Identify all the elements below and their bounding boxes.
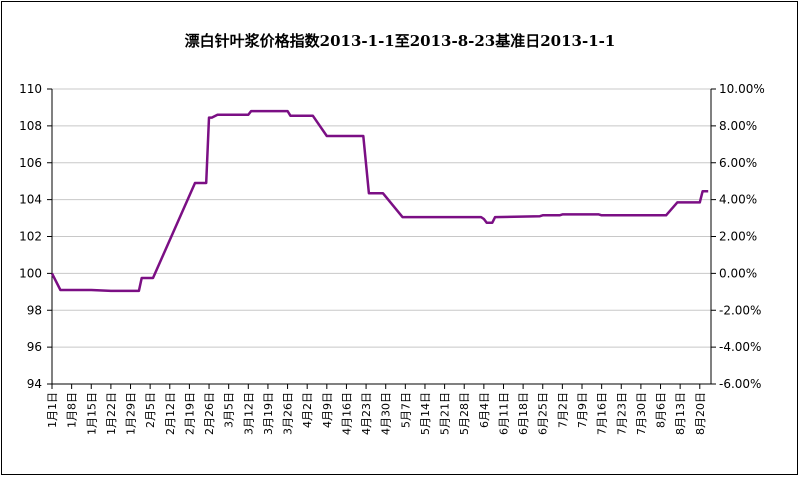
series-group bbox=[50, 109, 709, 293]
y2-tick-label: -4.00% bbox=[719, 340, 761, 354]
x-tick-label: 2月26日 bbox=[203, 392, 216, 435]
y-tick-label: 98 bbox=[27, 303, 42, 317]
y-tick-label: 96 bbox=[27, 340, 42, 354]
y-tick-label: 104 bbox=[19, 193, 42, 207]
x-tick-label: 1月1日 bbox=[46, 392, 59, 428]
y2-tick-label: -2.00% bbox=[719, 303, 761, 317]
x-tick-label: 7月23日 bbox=[615, 392, 628, 435]
x-tick-label: 4月9日 bbox=[321, 392, 334, 428]
y2-tick-label: 8.00% bbox=[719, 119, 757, 133]
y-tick-label: 100 bbox=[19, 266, 42, 280]
x-tick-label: 1月22日 bbox=[105, 392, 118, 435]
x-tick-label: 1月8日 bbox=[66, 392, 79, 428]
x-tick-label: 7月9日 bbox=[576, 392, 589, 428]
x-tick-label: 7月2日 bbox=[556, 392, 569, 428]
y-tick-label: 106 bbox=[19, 156, 42, 170]
x-tick-label: 8月20日 bbox=[694, 392, 707, 435]
x-tick-label: 3月5日 bbox=[223, 392, 236, 428]
x-tick-label: 5月21日 bbox=[439, 392, 452, 435]
y2-tick-label: 10.00% bbox=[719, 82, 765, 96]
y2-tick-label: 0.00% bbox=[719, 266, 757, 280]
x-tick-label: 7月30日 bbox=[635, 392, 648, 435]
x-tick-label: 1月29日 bbox=[125, 392, 138, 435]
y2-tick-label: 4.00% bbox=[719, 193, 757, 207]
x-tick-label: 5月28日 bbox=[458, 392, 471, 435]
x-tick-label: 6月4日 bbox=[478, 392, 491, 428]
x-tick-label: 3月26日 bbox=[282, 392, 295, 435]
y2-tick-label: -6.00% bbox=[719, 377, 761, 391]
x-tick-label: 6月18日 bbox=[517, 392, 530, 435]
x-tick-label: 2月12日 bbox=[164, 392, 177, 435]
gridlines bbox=[52, 88, 711, 348]
y-tick-label: 94 bbox=[27, 377, 42, 391]
chart-title: 漂白针叶浆价格指数2013-1-1至2013-8-23基准日2013-1-1 bbox=[184, 32, 616, 50]
series-line bbox=[50, 109, 709, 293]
x-axis-ticks: 1月1日 1月8日 1月15日 1月22日 1月29日 2月5日 2月12日 2月19日 2月2… bbox=[46, 384, 707, 435]
x-tick-label: 4月16日 bbox=[340, 392, 353, 435]
x-tick-label: 8月13日 bbox=[674, 392, 687, 435]
x-tick-label: 2月5日 bbox=[144, 392, 157, 428]
y2-tick-label: 6.00% bbox=[719, 156, 757, 170]
y-axis-ticks: 94 96 98 100 102 104 106 108 110 bbox=[19, 82, 52, 391]
x-tick-label: 6月11日 bbox=[497, 392, 510, 435]
x-tick-label: 4月30日 bbox=[380, 392, 393, 435]
x-tick-label: 5月7日 bbox=[399, 392, 412, 428]
x-tick-label: 4月23日 bbox=[360, 392, 373, 435]
x-tick-label: 2月19日 bbox=[183, 392, 196, 435]
y-tick-label: 108 bbox=[19, 119, 42, 133]
y-tick-label: 102 bbox=[19, 230, 42, 244]
x-tick-label: 8月6日 bbox=[655, 392, 668, 428]
y-tick-label: 110 bbox=[19, 82, 42, 96]
x-tick-label: 3月19日 bbox=[262, 392, 275, 435]
x-tick-label: 1月15日 bbox=[85, 392, 98, 435]
x-tick-label: 6月25日 bbox=[537, 392, 550, 435]
x-tick-label: 5月14日 bbox=[419, 392, 432, 435]
x-tick-label: 3月12日 bbox=[242, 392, 255, 435]
y2-tick-label: 2.00% bbox=[719, 230, 757, 244]
y2-axis-ticks: -6.00% -4.00% -2.00% 0.00% 2.00% 4.00% 6.00% 8.… bbox=[711, 82, 765, 391]
x-tick-label: 4月2日 bbox=[301, 392, 314, 428]
x-tick-label: 7月16日 bbox=[596, 392, 609, 435]
